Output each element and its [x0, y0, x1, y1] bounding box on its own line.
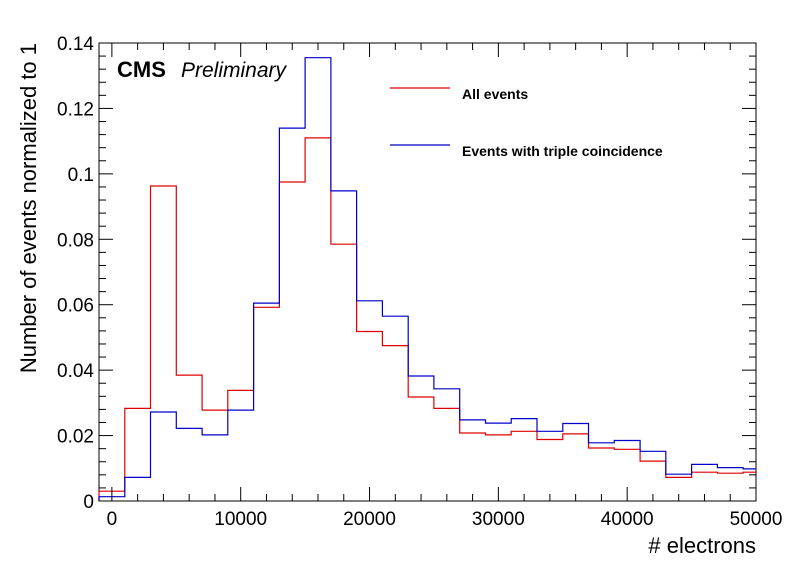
x-tick-label: 20000 — [343, 509, 396, 530]
series-line-1 — [98, 57, 756, 501]
y-axis-title: Number of events normalized to 1 — [16, 43, 41, 373]
y-tick-label: 0.02 — [57, 427, 94, 448]
legend: All events Events with triple coincidenc… — [390, 86, 663, 159]
x-tick-label: 40000 — [601, 509, 654, 530]
x-tick-label: 30000 — [472, 509, 525, 530]
legend-label-triple-coincidence: Events with triple coincidence — [462, 143, 663, 159]
legend-label-all-events: All events — [462, 86, 528, 102]
cms-label: CMS — [117, 57, 166, 82]
y-tick-label: 0.06 — [57, 296, 94, 317]
preliminary-label: Preliminary — [181, 59, 288, 82]
x-axis-title: # electrons — [648, 533, 756, 558]
plot-frame — [98, 42, 757, 502]
x-tick-label: 0 — [107, 509, 118, 530]
y-tick-label: 0.14 — [57, 34, 94, 55]
x-tick-label: 50000 — [730, 509, 783, 530]
y-tick-label: 0.04 — [57, 361, 94, 382]
series-line-0 — [98, 137, 756, 501]
y-tick-label: 0.12 — [57, 99, 94, 120]
x-tick-label: 10000 — [214, 509, 267, 530]
y-tick-label: 0.08 — [57, 230, 94, 251]
y-tick-label: 0.1 — [68, 165, 94, 186]
y-tick-label: 0 — [83, 492, 94, 513]
